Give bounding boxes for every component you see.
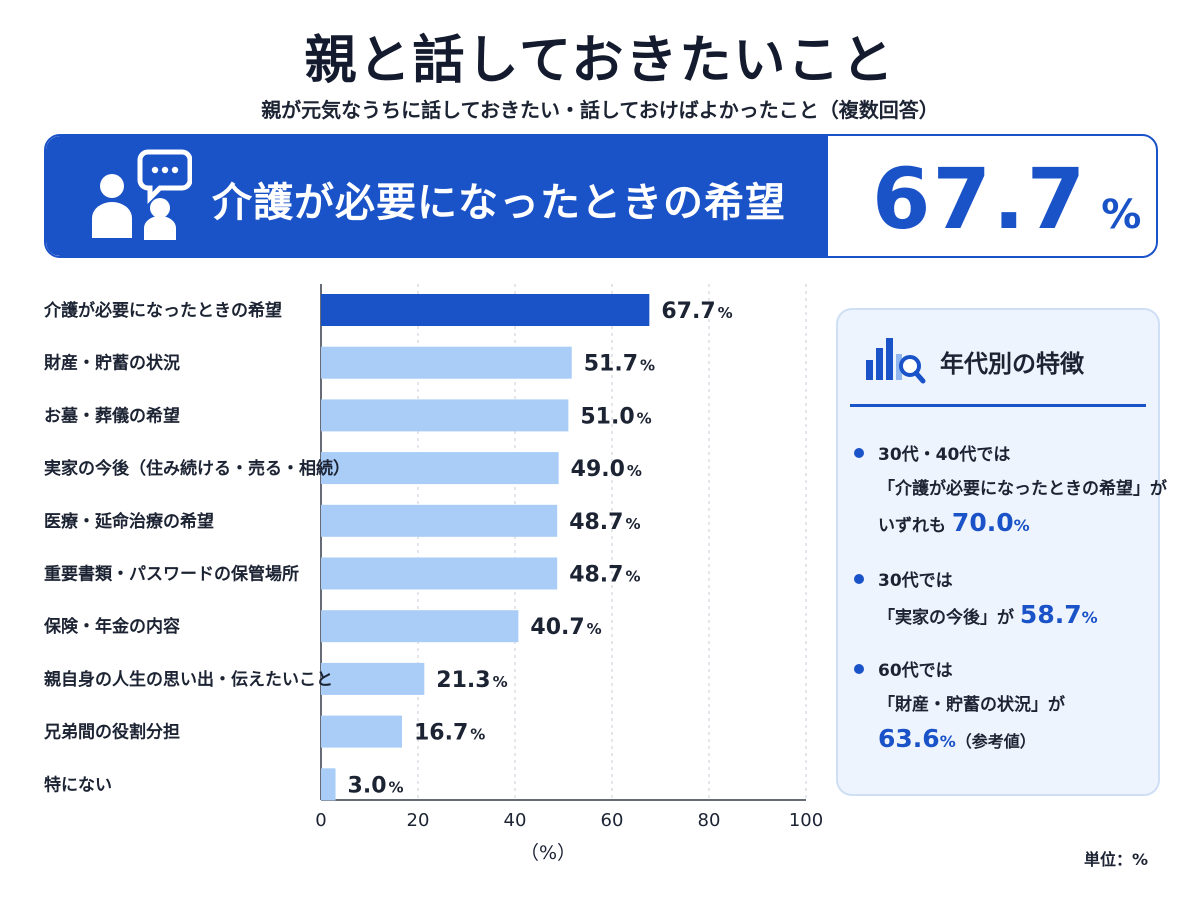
data-label: 67.7% [661, 299, 732, 324]
data-label-unit: % [587, 620, 602, 638]
data-label-value: 48.7 [569, 510, 623, 535]
panel-divider [850, 404, 1146, 407]
bar [321, 768, 336, 801]
category-label: 実家の今後（住み続ける・売る・相続） [44, 458, 350, 479]
data-label-unit: % [625, 515, 640, 533]
highlight-label: 介護が必要になったときの希望 [212, 180, 786, 226]
category-label: お墓・葬儀の希望 [44, 405, 180, 426]
data-label: 51.7% [584, 352, 655, 377]
page-title: 親と話しておきたいこと [304, 31, 896, 91]
data-label-value: 48.7 [569, 563, 623, 588]
highlight-unit: % [1101, 192, 1144, 238]
data-label-value: 21.3 [436, 668, 490, 693]
unit-note: 単位：% [1084, 850, 1149, 869]
highlight-banner-left: 介護が必要になったときの希望 [46, 136, 828, 256]
note-text: 30代・40代では [878, 445, 1011, 465]
category-label: 財産・貯蓄の状況 [43, 353, 180, 374]
data-label-value: 3.0 [348, 773, 387, 798]
data-label-value: 16.7 [414, 721, 468, 746]
data-label-unit: % [718, 304, 733, 322]
x-tick-label: 60 [601, 810, 624, 831]
highlight-banner: 介護が必要になったときの希望 67.7% [44, 134, 1158, 258]
bar [321, 662, 425, 695]
category-label: 兄弟間の役割分担 [43, 722, 180, 743]
panel-title: 年代別の特徴 [940, 350, 1084, 378]
bullet-icon [854, 448, 864, 458]
data-label-value: 51.7 [584, 352, 638, 377]
data-label: 3.0% [348, 773, 404, 798]
data-label-unit: % [389, 778, 404, 796]
bar [321, 557, 558, 590]
people-chat-icon [92, 149, 192, 240]
note-suffix: （参考値） [955, 732, 1036, 751]
category-label: 医療・延命治療の希望 [44, 511, 214, 532]
note-text: いずれも [878, 516, 946, 536]
data-label-value: 51.0 [580, 404, 634, 429]
category-label: 介護が必要になったときの希望 [43, 300, 282, 321]
panel-note: 60代では 「財産・貯蓄の状況」が 63.6%（参考値） [854, 654, 1154, 759]
highlight-value: 67.7% [872, 150, 1143, 248]
note-text: 60代では [878, 661, 953, 681]
data-label-value: 40.7 [530, 615, 584, 640]
note-value: 70.0 [951, 508, 1014, 537]
data-label-unit: % [470, 726, 485, 744]
bar [321, 610, 519, 643]
panel-note: 30代・40代では 「介護が必要になったときの希望」が いずれも 70.0% [854, 438, 1167, 543]
note-unit: % [939, 732, 956, 751]
age-insight-panel: 年代別の特徴 30代・40代では 「介護が必要になったときの希望」が いずれも … [836, 308, 1167, 796]
data-label: 48.7% [569, 563, 640, 588]
bar-chart-search-icon [866, 338, 926, 384]
x-tick-label: 20 [407, 810, 430, 831]
data-label-unit: % [627, 462, 642, 480]
data-label: 16.7% [414, 721, 485, 746]
category-label: 保険・年金の内容 [43, 616, 180, 637]
note-unit: % [1013, 516, 1030, 535]
bar [321, 715, 402, 748]
panel-note: 30代では 「実家の今後」が 58.7% [854, 564, 1154, 635]
bar [321, 346, 572, 379]
page-subtitle: 親が元気なうちに話しておきたい・話しておけばよかったこと（複数回答） [261, 98, 939, 122]
category-label: 特にない [44, 774, 112, 795]
x-tick-label: 80 [698, 810, 721, 831]
x-tick-label: 0 [315, 810, 326, 831]
bar [321, 452, 559, 485]
data-label-unit: % [640, 357, 655, 375]
bar [321, 399, 569, 432]
highlight-number: 67.7 [872, 150, 1088, 248]
x-axis-label: （%） [520, 842, 577, 864]
note-text: 30代では [878, 571, 953, 591]
data-label: 48.7% [569, 510, 640, 535]
note-value: 63.6 [878, 724, 940, 753]
data-label: 21.3% [436, 668, 507, 693]
bar [321, 504, 558, 537]
category-label: 重要書類・パスワードの保管場所 [44, 564, 299, 585]
x-tick-label: 100 [789, 810, 823, 831]
data-label-value: 67.7 [661, 299, 715, 324]
x-tick-label: 40 [504, 810, 527, 831]
note-text: 「介護が必要になったときの希望」が [878, 479, 1167, 499]
note-text: 「実家の今後」が [878, 608, 1014, 628]
category-label: 親自身の人生の思い出・伝えたいこと [44, 669, 333, 690]
note-unit: % [1081, 608, 1098, 627]
data-label-unit: % [493, 673, 508, 691]
data-label-value: 49.0 [571, 457, 625, 482]
data-label: 49.0% [571, 457, 642, 482]
bar [321, 294, 650, 326]
data-label: 51.0% [580, 404, 651, 429]
bullet-icon [854, 664, 864, 674]
data-label-unit: % [625, 568, 640, 586]
data-label: 40.7% [530, 615, 601, 640]
data-label-unit: % [637, 409, 652, 427]
note-text: 「財産・貯蓄の状況」が [878, 695, 1065, 715]
note-value: 58.7 [1019, 600, 1082, 629]
bullet-icon [854, 574, 864, 584]
